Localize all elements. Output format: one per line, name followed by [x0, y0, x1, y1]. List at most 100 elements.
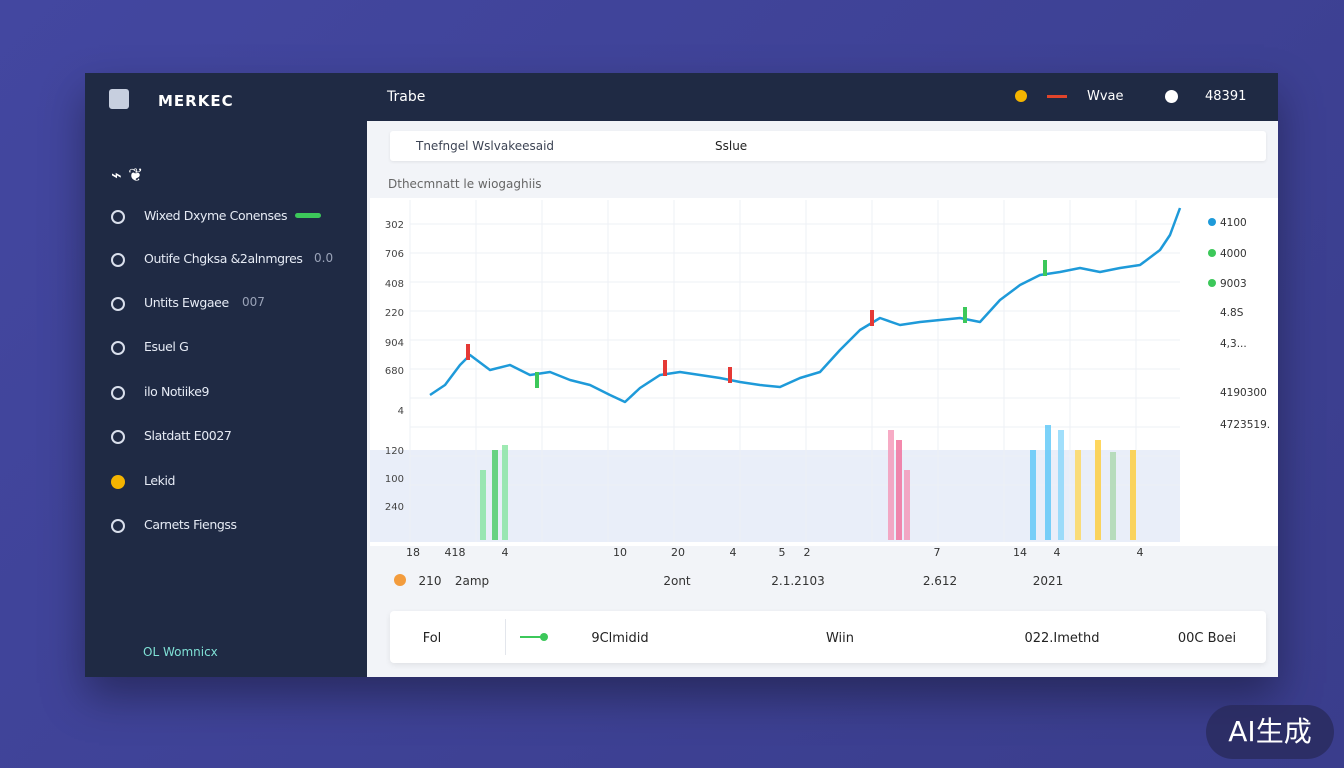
summary-item: Wiin — [826, 631, 854, 646]
date-label: 2.612 — [923, 574, 957, 588]
sort-button[interactable]: Sslue — [715, 139, 748, 153]
x-axis-label: 7 — [934, 546, 941, 559]
x-axis-label: 5 — [779, 546, 786, 559]
menu-value: 007 — [242, 295, 265, 309]
menu-item[interactable]: Lekid — [144, 473, 176, 488]
summary-card — [390, 611, 1266, 663]
candles — [466, 260, 1047, 388]
volume-bars — [480, 425, 1136, 540]
y-axis-label: 680 — [385, 366, 404, 377]
y-axis-label: 408 — [385, 279, 404, 290]
menu-icon — [111, 475, 125, 489]
user-name[interactable]: Wvae — [1087, 89, 1124, 104]
price-label: 4100 — [1220, 217, 1247, 229]
y-axis-label: 904 — [385, 338, 404, 349]
date-label: 2amp — [455, 574, 489, 588]
volume-bar — [502, 445, 508, 540]
menu-icon — [111, 210, 125, 224]
y-axis-label: 302 — [385, 220, 404, 231]
x-axis-label: 2 — [804, 546, 811, 559]
alert-icon[interactable] — [1047, 95, 1067, 98]
y-axis-label: 706 — [385, 249, 404, 260]
volume-bar — [1110, 452, 1116, 540]
menu-item[interactable]: ilo Notiike9 — [144, 384, 210, 399]
price-label: 4,3... — [1220, 338, 1247, 350]
price-marker — [1208, 218, 1216, 226]
logo-icon — [109, 89, 129, 109]
x-axis-label: 10 — [613, 546, 627, 559]
volume-bar — [492, 450, 498, 540]
y-axis-label: 220 — [385, 308, 404, 319]
x-axis-label: 418 — [445, 546, 466, 559]
menu-icon — [111, 341, 125, 355]
menu-toggle[interactable]: ⌁ ❦ — [111, 165, 144, 186]
candle — [728, 367, 732, 383]
candle — [466, 344, 470, 360]
x-axis-label: 4 — [502, 546, 509, 559]
price-label: 4000 — [1220, 248, 1247, 260]
menu-icon — [111, 253, 125, 267]
notification-icon[interactable] — [1015, 90, 1027, 102]
date-label: 2021 — [1033, 574, 1064, 588]
sidebar-footer[interactable]: OL Womnicx — [143, 645, 218, 659]
volume-bar — [888, 430, 894, 540]
menu-icon — [111, 430, 125, 444]
top-bar: Trabe Wvae 48391 — [367, 73, 1278, 121]
logo-text: MERKEC — [158, 92, 234, 110]
summary-item: 00C Boei — [1178, 631, 1236, 646]
trend-line — [520, 636, 545, 638]
price-marker — [1208, 279, 1216, 287]
volume-bar — [1075, 450, 1081, 540]
price-label: 4723519. — [1220, 419, 1270, 431]
watermark: AI生成 — [1206, 705, 1334, 759]
price-marker — [1208, 249, 1216, 257]
chart-tab[interactable]: Tnefngel Wslvakeesaid — [416, 139, 555, 153]
date-icon — [394, 574, 406, 586]
candle — [870, 310, 874, 326]
volume-bar — [904, 470, 910, 540]
price-line — [429, 207, 1182, 404]
y-axis-label: 100 — [385, 474, 404, 485]
menu-item[interactable]: Carnets Fiengss — [144, 517, 237, 532]
volume-bar — [1130, 450, 1136, 540]
date-label: 2ont — [663, 574, 691, 588]
volume-bar — [1058, 430, 1064, 540]
summary-item: 022.Imethd — [1024, 631, 1099, 646]
candle — [535, 372, 539, 388]
x-axis-label: 4 — [1054, 546, 1061, 559]
menu-item[interactable]: Outife Chgksa &2alnmgres — [144, 251, 303, 266]
price-label: 4.8S — [1220, 307, 1244, 319]
x-axis-label: 14 — [1013, 546, 1027, 559]
price-label: 4190300 — [1220, 387, 1267, 399]
grid — [409, 200, 1180, 542]
date-label: 210 — [419, 574, 442, 588]
menu-item[interactable]: Esuel G — [144, 339, 189, 354]
volume-bar — [1045, 425, 1051, 540]
balance: 48391 — [1205, 89, 1247, 104]
summary-item: 9Clmidid — [591, 631, 648, 646]
volume-bar — [1095, 440, 1101, 540]
volume-bar — [896, 440, 902, 540]
user-avatar[interactable] — [1165, 90, 1178, 103]
menu-item[interactable]: Untits Ewgaee — [144, 295, 229, 310]
candle — [963, 307, 967, 323]
x-axis-label: 4 — [730, 546, 737, 559]
menu-icon — [111, 386, 125, 400]
summary-item: Fol — [423, 631, 442, 646]
menu-icon — [111, 297, 125, 311]
divider — [505, 619, 506, 655]
candle — [1043, 260, 1047, 276]
x-axis-label: 18 — [406, 546, 420, 559]
menu-item[interactable]: Wixed Dxyme Conenses — [144, 208, 288, 223]
menu-icon — [111, 519, 125, 533]
y-axis-label: 240 — [385, 502, 404, 513]
menu-item[interactable]: Slatdatt E0027 — [144, 428, 232, 443]
sidebar: MERKEC ⌁ ❦ OL Womnicx Wixed Dxyme Conens… — [85, 73, 367, 677]
candle — [663, 360, 667, 376]
x-axis-label: 4 — [1137, 546, 1144, 559]
chart-subtitle: Dthecmnatt le wiogaghiis — [388, 177, 542, 191]
chart-toolbar: Tnefngel Wslvakeesaid Sslue — [390, 131, 1266, 161]
volume-bar — [480, 470, 486, 540]
